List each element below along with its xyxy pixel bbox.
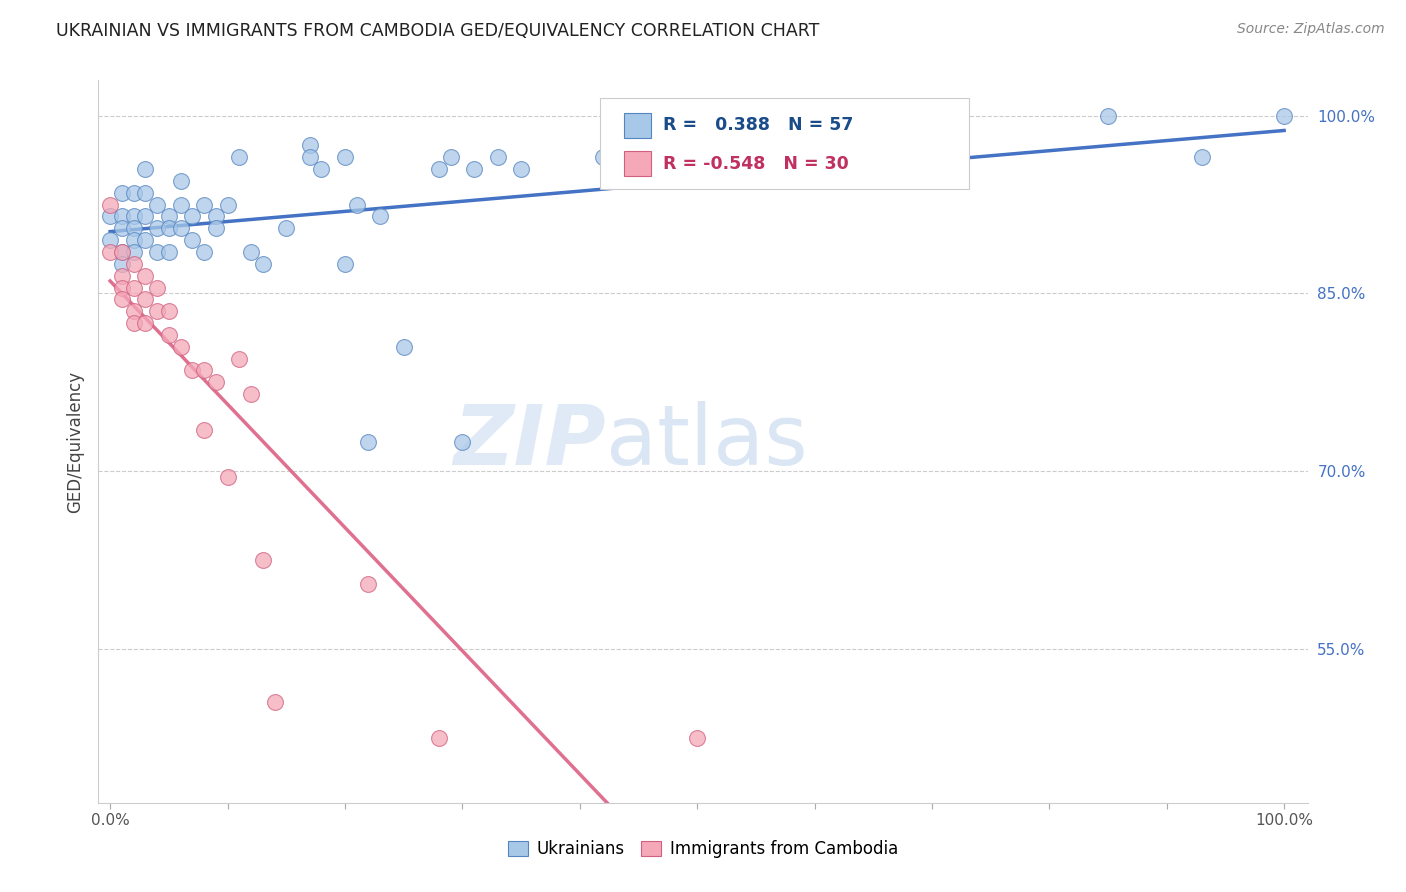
Point — [181, 363, 204, 377]
Point — [122, 304, 145, 318]
Point — [146, 221, 169, 235]
Point — [169, 221, 191, 235]
Point — [263, 695, 285, 709]
Point — [1097, 109, 1119, 123]
Point — [886, 150, 908, 164]
Bar — [624, 112, 651, 138]
Point — [134, 293, 156, 307]
Y-axis label: GED/Equivalency: GED/Equivalency — [66, 370, 84, 513]
Point — [146, 304, 169, 318]
Point — [157, 245, 180, 260]
Bar — [624, 151, 651, 177]
Point — [134, 186, 156, 200]
Point — [157, 210, 180, 224]
Point — [368, 210, 391, 224]
Point — [98, 210, 121, 224]
Point — [510, 162, 533, 177]
Point — [157, 304, 180, 318]
Point — [146, 197, 169, 211]
Point — [122, 245, 145, 260]
Point — [439, 150, 461, 164]
Point — [346, 197, 368, 211]
Point — [217, 470, 239, 484]
Point — [111, 210, 134, 224]
Text: R =   0.388   N = 57: R = 0.388 N = 57 — [664, 117, 853, 135]
Point — [169, 174, 191, 188]
Point — [157, 221, 180, 235]
Point — [98, 197, 121, 211]
Point — [146, 245, 169, 260]
Point — [134, 268, 156, 283]
Point — [252, 257, 274, 271]
Point — [451, 434, 474, 449]
Point — [1191, 150, 1213, 164]
Point — [427, 162, 450, 177]
Point — [204, 376, 226, 390]
Point — [134, 162, 156, 177]
Point — [276, 221, 298, 235]
Point — [228, 351, 250, 366]
Point — [122, 316, 145, 330]
Point — [193, 245, 215, 260]
Point — [169, 340, 191, 354]
Point — [204, 221, 226, 235]
Point — [252, 553, 274, 567]
Text: Source: ZipAtlas.com: Source: ZipAtlas.com — [1237, 22, 1385, 37]
Point — [333, 150, 356, 164]
Point — [146, 280, 169, 294]
Text: UKRAINIAN VS IMMIGRANTS FROM CAMBODIA GED/EQUIVALENCY CORRELATION CHART: UKRAINIAN VS IMMIGRANTS FROM CAMBODIA GE… — [56, 22, 820, 40]
Point — [298, 138, 321, 153]
Point — [111, 245, 134, 260]
Point — [111, 257, 134, 271]
Point — [181, 233, 204, 247]
Text: atlas: atlas — [606, 401, 808, 482]
Point — [463, 162, 485, 177]
Point — [686, 731, 709, 745]
Point — [134, 316, 156, 330]
Point — [122, 280, 145, 294]
Point — [311, 162, 333, 177]
Point — [392, 340, 415, 354]
Point — [111, 280, 134, 294]
Legend: Ukrainians, Immigrants from Cambodia: Ukrainians, Immigrants from Cambodia — [499, 832, 907, 867]
Point — [333, 257, 356, 271]
Point — [240, 245, 263, 260]
Point — [592, 150, 614, 164]
Point — [193, 423, 215, 437]
Point — [122, 186, 145, 200]
Point — [217, 197, 239, 211]
Point — [111, 293, 134, 307]
Point — [240, 387, 263, 401]
Point — [169, 197, 191, 211]
Point — [427, 731, 450, 745]
Point — [122, 221, 145, 235]
Text: R = -0.548   N = 30: R = -0.548 N = 30 — [664, 154, 849, 173]
Point — [111, 186, 134, 200]
Point — [228, 150, 250, 164]
Point — [111, 245, 134, 260]
Point — [111, 221, 134, 235]
Point — [181, 210, 204, 224]
FancyBboxPatch shape — [600, 98, 969, 189]
Point — [1272, 109, 1295, 123]
Point — [98, 245, 121, 260]
Point — [357, 576, 380, 591]
Point — [298, 150, 321, 164]
Point — [122, 210, 145, 224]
Point — [98, 233, 121, 247]
Point — [122, 257, 145, 271]
Text: ZIP: ZIP — [454, 401, 606, 482]
Point — [193, 197, 215, 211]
Point — [134, 233, 156, 247]
Point — [122, 233, 145, 247]
Point — [686, 109, 709, 123]
Point — [134, 210, 156, 224]
Point — [193, 363, 215, 377]
Point — [204, 210, 226, 224]
Point — [486, 150, 509, 164]
Point — [357, 434, 380, 449]
Point — [111, 268, 134, 283]
Point — [157, 327, 180, 342]
